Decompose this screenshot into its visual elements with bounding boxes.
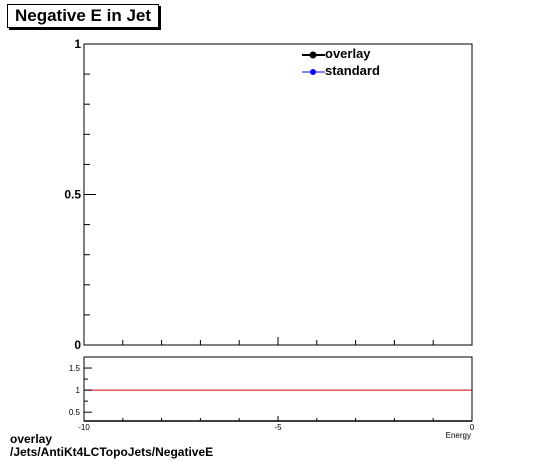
ratio-plot-frame: [83, 356, 473, 422]
legend-label-standard: standard: [325, 63, 380, 78]
main-x-axis: [83, 337, 473, 345]
ratio-x-tick-label: 0: [470, 423, 475, 432]
ratio-x-axis-label: Energy: [446, 431, 471, 440]
ratio-y-axis: 0.5 1 1.5: [69, 364, 92, 417]
main-y-axis: 00.51: [64, 37, 96, 352]
ratio-y-tick-label: 1.5: [69, 364, 81, 373]
main-y-tick-label: 0.5: [64, 188, 81, 202]
footer-path: /Jets/AntiKt4LCTopoJets/NegativeE: [10, 445, 214, 459]
ratio-x-tick-label: -10: [78, 423, 90, 432]
ratio-x-tick-label: -5: [274, 423, 282, 432]
main-y-tick-label: 1: [74, 37, 81, 51]
main-y-tick-label: 0: [74, 338, 81, 352]
legend-label-overlay: overlay: [325, 46, 371, 61]
footer-label: overlay: [10, 432, 53, 446]
ratio-y-tick-label: 1: [76, 386, 81, 395]
ratio-y-tick-label: 0.5: [69, 408, 81, 417]
legend-marker-standard: [310, 69, 316, 75]
main-plot-frame: [83, 43, 473, 346]
legend: [302, 51, 325, 75]
chart-title: Negative E in Jet: [7, 4, 159, 28]
legend-marker-overlay: [309, 51, 317, 59]
ratio-x-axis: -10 -5 0: [78, 416, 475, 432]
